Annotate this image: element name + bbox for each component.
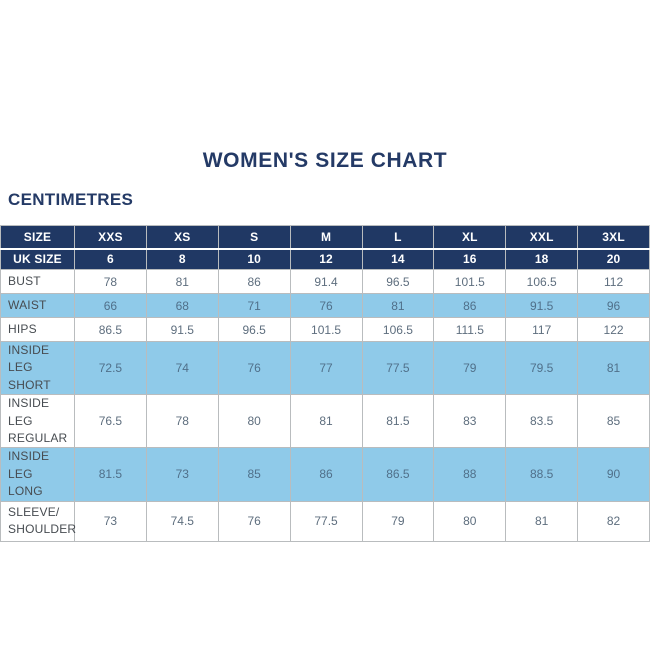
- measurement-cell: 91.5: [505, 293, 579, 318]
- measurement-cell: 86.5: [74, 317, 147, 342]
- size-header-cell: XS: [145, 225, 219, 250]
- measurement-cell: 88.5: [505, 447, 579, 502]
- measurement-cell: 76: [217, 500, 291, 542]
- size-table-body: BUST 78 81 86 91.4 96.5 101.5 106.5 112 WAIST 66 68…: [0, 269, 650, 542]
- measurement-cell: 85: [577, 394, 650, 449]
- measurement-cell: 71: [217, 293, 291, 318]
- row-label: WAIST: [0, 293, 75, 318]
- uk-size-header-cell: 10: [217, 248, 291, 270]
- measurement-cell: 68: [145, 293, 219, 318]
- measurement-cell: 90: [577, 447, 650, 502]
- measurement-cell: 79: [361, 500, 435, 542]
- uk-size-header-cell: 16: [433, 248, 507, 270]
- measurement-cell: 106.5: [361, 317, 435, 342]
- measurement-cell: 81: [361, 293, 435, 318]
- measurement-cell: 101.5: [433, 269, 507, 294]
- measurement-cell: 76: [217, 340, 291, 396]
- size-header-cell: M: [289, 225, 363, 250]
- measurement-cell: 77.5: [361, 340, 435, 396]
- measurement-cell: 82: [577, 500, 650, 542]
- measurement-cell: 86: [433, 293, 507, 318]
- measurement-cell: 101.5: [289, 317, 363, 342]
- measurement-cell: 81.5: [361, 394, 435, 449]
- measurement-cell: 81: [577, 340, 650, 396]
- measurement-cell: 91.4: [289, 269, 363, 294]
- uk-size-header-cell: 12: [289, 248, 363, 270]
- row-label: HIPS: [0, 317, 75, 342]
- measurement-cell: 96.5: [217, 317, 291, 342]
- size-header-cell: XL: [433, 225, 507, 250]
- row-label: INSIDE LEG REGULAR: [0, 394, 75, 449]
- size-header-cell: 3XL: [577, 225, 650, 250]
- table-row: SLEEVE/ SHOULDER 73 74.5 76 77.5 79 80 81 82: [0, 500, 650, 542]
- table-row: INSIDE LEG REGULAR 76.5 78 80 81 81.5 83 83.5 85: [0, 394, 650, 449]
- measurement-cell: 77.5: [289, 500, 363, 542]
- size-header-cell: XXL: [505, 225, 579, 250]
- measurement-cell: 81: [145, 269, 219, 294]
- measurement-cell: 81.5: [74, 447, 147, 502]
- measurement-cell: 111.5: [433, 317, 507, 342]
- measurement-cell: 80: [217, 394, 291, 449]
- size-header-cell: XXS: [74, 225, 147, 250]
- measurement-cell: 88: [433, 447, 507, 502]
- row-label: INSIDE LEG SHORT: [0, 340, 75, 396]
- measurement-cell: 83.5: [505, 394, 579, 449]
- size-header-row: SIZE XXS XS S M L XL XXL 3XL: [0, 225, 650, 250]
- measurement-cell: 73: [145, 447, 219, 502]
- uk-size-header-cell: 20: [577, 248, 650, 270]
- table-row: HIPS 86.5 91.5 96.5 101.5 106.5 111.5 117 122: [0, 317, 650, 342]
- size-header-cell: L: [361, 225, 435, 250]
- measurement-cell: 76.5: [74, 394, 147, 449]
- measurement-cell: 91.5: [145, 317, 219, 342]
- uk-size-header-cell: 8: [145, 248, 219, 270]
- uk-size-header-cell: 14: [361, 248, 435, 270]
- measurement-cell: 79: [433, 340, 507, 396]
- measurement-cell: 80: [433, 500, 507, 542]
- measurement-cell: 76: [289, 293, 363, 318]
- uk-size-header-label: UK SIZE: [0, 248, 75, 270]
- row-label: INSIDE LEG LONG: [0, 447, 75, 502]
- measurement-cell: 117: [505, 317, 579, 342]
- uk-size-header-row: UK SIZE 6 8 10 12 14 16 18 20: [0, 248, 650, 270]
- measurement-cell: 81: [505, 500, 579, 542]
- uk-size-header-cell: 6: [74, 248, 147, 270]
- uk-size-header-cell: 18: [505, 248, 579, 270]
- measurement-cell: 77: [289, 340, 363, 396]
- measurement-cell: 72.5: [74, 340, 147, 396]
- measurement-cell: 85: [217, 447, 291, 502]
- womens-size-table: SIZE XXS XS S M L XL XXL 3XL UK SIZE 6 8…: [0, 225, 650, 542]
- measurement-cell: 74.5: [145, 500, 219, 542]
- measurement-cell: 78: [145, 394, 219, 449]
- unit-subtitle: CENTIMETRES: [8, 190, 134, 209]
- size-header-label: SIZE: [0, 225, 75, 250]
- measurement-cell: 112: [577, 269, 650, 294]
- size-table-head: SIZE XXS XS S M L XL XXL 3XL UK SIZE 6 8…: [0, 225, 650, 270]
- measurement-cell: 96.5: [361, 269, 435, 294]
- measurement-cell: 66: [74, 293, 147, 318]
- measurement-cell: 122: [577, 317, 650, 342]
- measurement-cell: 96: [577, 293, 650, 318]
- table-row: INSIDE LEG LONG 81.5 73 85 86 86.5 88 88.5 90: [0, 447, 650, 502]
- table-row: INSIDE LEG SHORT 72.5 74 76 77 77.5 79 79.5 81: [0, 340, 650, 396]
- measurement-cell: 86: [217, 269, 291, 294]
- measurement-cell: 83: [433, 394, 507, 449]
- measurement-cell: 74: [145, 340, 219, 396]
- measurement-cell: 78: [74, 269, 147, 294]
- measurement-cell: 79.5: [505, 340, 579, 396]
- measurement-cell: 86: [289, 447, 363, 502]
- measurement-cell: 81: [289, 394, 363, 449]
- table-row: BUST 78 81 86 91.4 96.5 101.5 106.5 112: [0, 269, 650, 294]
- measurement-cell: 86.5: [361, 447, 435, 502]
- measurement-cell: 73: [74, 500, 147, 542]
- measurement-cell: 106.5: [505, 269, 579, 294]
- row-label: BUST: [0, 269, 75, 294]
- size-header-cell: S: [217, 225, 291, 250]
- table-row: WAIST 66 68 71 76 81 86 91.5 96: [0, 293, 650, 318]
- row-label: SLEEVE/ SHOULDER: [0, 500, 76, 542]
- page-title: WOMEN'S SIZE CHART: [202, 149, 448, 172]
